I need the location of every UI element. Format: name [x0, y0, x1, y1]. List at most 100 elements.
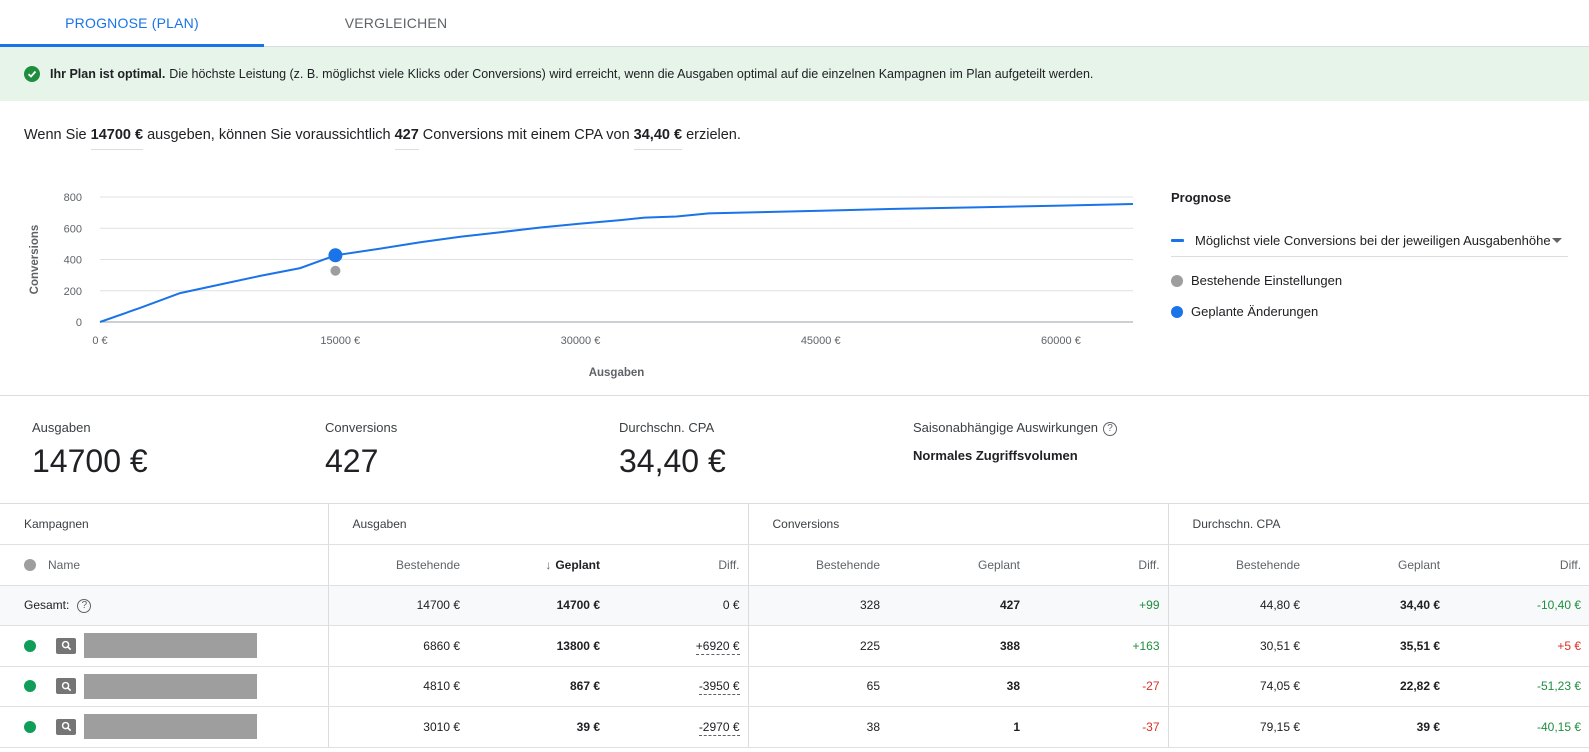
metric-seasonality-value: Normales Zugriffsvolumen: [913, 447, 1078, 463]
conv-existing-header[interactable]: Bestehende: [747, 544, 889, 586]
enabled-status-dot: [24, 639, 36, 652]
total-row: Gesamt:? 14700 € 14700 € 0 € 328 427 +99…: [0, 585, 1589, 626]
tab-bar: PROGNOSE (PLAN) VERGLEICHEN: [0, 0, 1589, 47]
spend-diff[interactable]: -2970 €: [698, 719, 740, 736]
redacted-campaign-name[interactable]: [84, 633, 257, 659]
help-icon[interactable]: ?: [77, 598, 92, 613]
summary-conversions: 427: [394, 127, 419, 150]
cpa-planned: 39 €: [1308, 706, 1449, 748]
check-circle-icon: [24, 66, 40, 82]
total-label-cell: Gesamt:?: [0, 585, 328, 626]
total-spend-diff: 0 €: [608, 585, 749, 626]
metric-cpa-value: 34,40 €: [619, 443, 726, 479]
x-tick-label: 0 €: [92, 335, 107, 347]
spend-diff[interactable]: +6920 €: [695, 638, 740, 655]
cpa-diff-header[interactable]: Diff.: [1448, 544, 1589, 586]
cpa-existing-header[interactable]: Bestehende: [1167, 544, 1309, 586]
metric-seasonality-label: Saisonabhängige Auswirkungen: [913, 420, 1099, 435]
spend-existing: 4810 €: [327, 666, 468, 707]
summary-text: Wenn Sie: [24, 127, 91, 143]
campaign-name-cell: [0, 666, 328, 707]
conv-diff: -27: [1028, 666, 1169, 707]
cpa-planned: 35,51 €: [1308, 625, 1449, 667]
conv-diff: +163: [1028, 625, 1169, 667]
total-label: Gesamt:: [24, 597, 70, 612]
y-axis-label: Conversions: [29, 225, 41, 295]
table-row[interactable]: 6860 € 13800 € +6920 € 225 388 +163 30,5…: [0, 625, 1589, 667]
conv-planned-header[interactable]: Geplant: [888, 544, 1029, 586]
conv-diff-header[interactable]: Diff.: [1028, 544, 1169, 586]
cpa-planned: 22,82 €: [1308, 666, 1449, 707]
blue-dot-icon: [1171, 305, 1183, 318]
y-tick-label: 600: [64, 223, 82, 235]
tab-prognose[interactable]: PROGNOSE (PLAN): [0, 0, 264, 47]
metric-seasonality: Saisonabhängige Auswirkungen? Normales Z…: [913, 420, 1118, 463]
search-icon: [56, 637, 76, 654]
enabled-status-dot: [24, 720, 36, 733]
status-dot-icon: [24, 558, 36, 571]
banner-title: Ihr Plan ist optimal.: [50, 67, 166, 81]
group-header-conversions: Conversions: [747, 504, 1169, 545]
spend-planned-header-label: Geplant: [555, 557, 600, 572]
summary-text: ausgeben, können Sie voraussichtlich: [143, 127, 395, 143]
conv-planned: 38: [888, 666, 1029, 707]
summary-text: Conversions mit einem CPA von: [418, 127, 634, 143]
legend-existing: Bestehende Einstellungen: [1171, 273, 1571, 288]
conv-planned: 1: [888, 706, 1029, 748]
metric-conversions-value: 427: [325, 443, 379, 479]
conv-diff: -37: [1028, 706, 1169, 748]
forecast-line: [99, 203, 1134, 323]
metric-cpa: Durchschn. CPA 34,40 €: [619, 420, 726, 480]
campaign-name-cell: [0, 706, 328, 748]
existing-point: [330, 265, 341, 276]
spend-planned: 867 €: [468, 666, 608, 707]
total-conv-existing: 328: [747, 585, 889, 626]
metric-spend-value: 14700 €: [32, 443, 148, 479]
campaign-name-cell: [0, 625, 328, 667]
x-axis-label: Ausgaben: [589, 367, 645, 379]
spend-planned-header[interactable]: ↓ Geplant: [468, 544, 608, 586]
cpa-planned-header[interactable]: Geplant: [1308, 544, 1449, 586]
cpa-diff: -51,23 €: [1448, 666, 1589, 707]
search-icon: [56, 678, 76, 695]
redacted-campaign-name[interactable]: [84, 714, 257, 740]
y-tick-label: 800: [64, 192, 82, 204]
conv-existing: 225: [747, 625, 889, 667]
table-row[interactable]: 3010 € 39 € -2970 € 38 1 -37 79,15 € 39 …: [0, 706, 1589, 748]
legend-title: Prognose: [1171, 190, 1231, 205]
spend-existing: 3010 €: [327, 706, 468, 748]
cpa-diff: +5 €: [1448, 625, 1589, 667]
spend-diff-cell: -3950 €: [608, 666, 749, 707]
metric-spend: Ausgaben 14700 €: [32, 420, 148, 480]
spend-existing-header[interactable]: Bestehende: [327, 544, 468, 586]
cpa-existing: 74,05 €: [1167, 666, 1309, 707]
summary-text: erzielen.: [682, 127, 741, 143]
spend-diff-cell: +6920 €: [608, 625, 749, 667]
x-tick-label: 15000 €: [320, 335, 360, 347]
tab-vergleichen[interactable]: VERGLEICHEN: [344, 15, 448, 31]
spend-diff[interactable]: -3950 €: [698, 679, 740, 696]
metrics-row: Ausgaben 14700 € Conversions 427 Durchsc…: [0, 396, 1589, 504]
total-conv-diff: +99: [1028, 585, 1169, 626]
name-column-header[interactable]: Name: [0, 544, 328, 586]
help-icon[interactable]: ?: [1103, 421, 1118, 436]
total-conv-planned: 427: [888, 585, 1029, 626]
name-header-label: Name: [48, 557, 81, 572]
table-row[interactable]: 4810 € 867 € -3950 € 65 38 -27 74,05 € 2…: [0, 666, 1589, 707]
group-header-cpa: Durchschn. CPA: [1167, 504, 1589, 545]
x-tick-label: 45000 €: [801, 335, 841, 347]
metric-cpa-label: Durchschn. CPA: [619, 420, 715, 435]
redacted-campaign-name[interactable]: [84, 673, 257, 699]
forecast-chart: 0 200 400 600 800 0 € 15000 € 30000 € 45000 € 600…: [29, 192, 1134, 379]
forecast-summary: Wenn Sie 14700 € ausgeben, können Sie vo…: [0, 101, 1589, 166]
banner-text: Die höchste Leistung (z. B. möglichst vi…: [169, 67, 1094, 81]
forecast-type-dropdown[interactable]: Möglichst viele Conversions bei der jewe…: [1171, 229, 1568, 257]
y-tick-label: 200: [64, 286, 82, 298]
total-cpa-diff: -10,40 €: [1448, 585, 1589, 626]
metric-spend-label: Ausgaben: [32, 420, 91, 435]
summary-spend: 14700 €: [90, 127, 144, 150]
conv-existing: 38: [747, 706, 889, 748]
y-tick-label: 0: [76, 317, 82, 329]
group-header-campaigns: Kampagnen: [0, 504, 328, 545]
spend-diff-header[interactable]: Diff.: [608, 544, 749, 586]
